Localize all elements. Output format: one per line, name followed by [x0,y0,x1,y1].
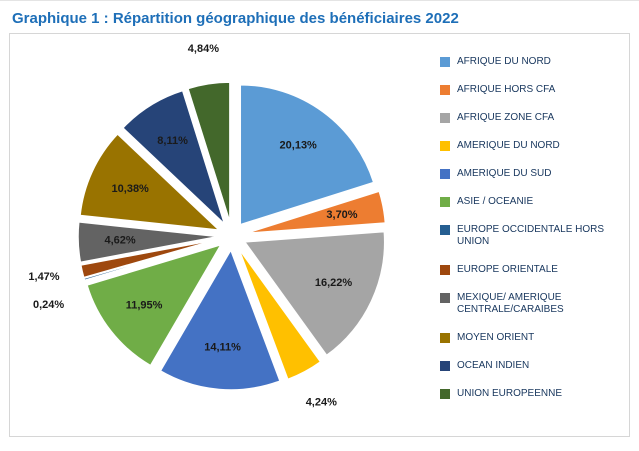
pie-chart: 20,13% 3,70% 16,22% 4,24% 14,11% 11,95% 0,24% 1… [28,43,387,409]
legend-swatch [440,169,450,179]
legend-label: AMERIQUE DU NORD [457,140,560,151]
legend-swatch [440,57,450,67]
legend-label: MEXIQUE/ AMERIQUE CENTRALE/CARAIBES [457,292,564,315]
pie-slice [159,248,281,391]
slice-label: 0,24% [33,299,64,311]
legend-label: MOYEN ORIENT [457,332,535,343]
slice-label: 3,70% [326,209,357,221]
legend-item: AFRIQUE ZONE CFA [440,112,618,124]
pie-slice [237,247,322,381]
legend-swatch [440,333,450,343]
legend-swatch [440,265,450,275]
pie-slice [187,81,231,223]
pie-slice [243,230,386,357]
slice-label: 4,62% [104,234,135,246]
chart-figure: 20,13% 3,70% 16,22% 4,24% 14,11% 11,95% 0,24% 1… [9,33,630,437]
pie-slice [239,83,375,226]
slice-label: 11,95% [126,299,163,311]
legend-label: EUROPE ORIENTALE [457,264,558,275]
legend-swatch [440,113,450,123]
legend-item: MEXIQUE/ AMERIQUE CENTRALE/CARAIBES [440,292,618,316]
pie-slice [77,221,219,264]
legend-label: OCEAN INDIEN [457,360,530,371]
legend-swatch [440,361,450,371]
legend-item: AMERIQUE DU NORD [440,140,618,152]
slice-label: 16,22% [315,277,353,289]
legend-item: OCEAN INDIEN [440,360,618,372]
slice-label: 4,84% [188,43,219,55]
legend-item: EUROPE OCCIDENTALE HORS UNION [440,224,618,248]
legend-label: ASIE / OCEANIE [457,196,534,207]
slice-label: 10,38% [112,183,150,195]
legend-item: AFRIQUE HORS CFA [440,84,618,96]
legend-label: UNION EUROPEENNE [457,388,563,399]
legend-label: AFRIQUE ZONE CFA [457,112,555,123]
pie-slice [86,243,223,367]
legend-swatch [440,389,450,399]
slice-label: 14,11% [204,342,241,354]
pie-slice [79,238,219,279]
pie-slice [245,190,387,235]
legend-item: UNION EUROPEENNE [440,388,618,400]
legend-label: AMERIQUE DU SUD [457,168,552,179]
legend-swatch [440,225,450,235]
legend-swatch [440,293,450,303]
legend-item: ASIE / OCEANIE [440,196,618,208]
slice-label: 20,13% [280,140,318,152]
legend-item: MOYEN ORIENT [440,332,618,344]
legend-item: EUROPE ORIENTALE [440,264,618,276]
pie-slice [121,89,227,227]
slice-label: 4,24% [306,397,337,409]
legend-item: AMERIQUE DU SUD [440,168,618,180]
legend-swatch [440,85,450,95]
legend-swatch [440,197,450,207]
legend-label: AFRIQUE HORS CFA [457,84,556,95]
slice-label: 1,47% [28,271,59,283]
slice-label: 8,11% [157,135,188,147]
chart-title: Graphique 1 : Répartition géographique d… [12,10,459,27]
pie-slice [79,132,222,232]
legend-label: AFRIQUE DU NORD [457,56,551,67]
legend-item: AFRIQUE DU NORD [440,56,618,68]
legend: AFRIQUE DU NORD AFRIQUE HORS CFA AFRIQUE Z… [438,34,624,436]
legend-label: EUROPE OCCIDENTALE HORS UNION [457,224,605,247]
legend-swatch [440,141,450,151]
